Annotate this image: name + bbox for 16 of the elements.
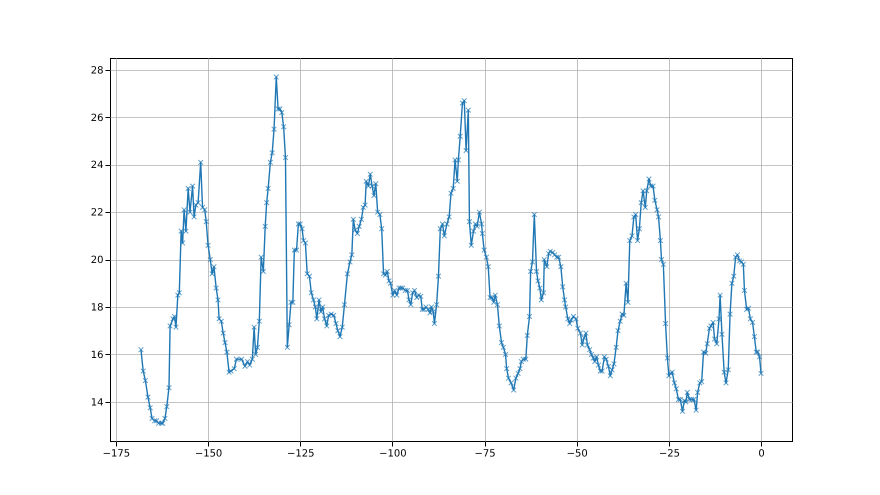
x-tick-label: −50 (566, 448, 588, 460)
y-tick-label: 28 (90, 65, 104, 76)
y-tick-label: 16 (90, 350, 104, 361)
x-tick-label: −25 (658, 448, 680, 460)
y-tick-label: 20 (90, 255, 104, 266)
x-tick-label: 0 (758, 448, 765, 460)
y-tick-label: 14 (90, 397, 104, 408)
x-tick-label: −100 (379, 448, 407, 460)
y-tick-label: 26 (90, 112, 104, 124)
y-tick-label: 18 (90, 302, 104, 314)
y-tick-label: 22 (90, 208, 104, 219)
x-tick-label: −175 (102, 448, 130, 460)
x-tick-label: −150 (194, 448, 222, 460)
x-tick-label: −125 (286, 448, 314, 460)
y-tick-label: 24 (90, 160, 104, 172)
x-tick-label: −75 (474, 448, 496, 460)
